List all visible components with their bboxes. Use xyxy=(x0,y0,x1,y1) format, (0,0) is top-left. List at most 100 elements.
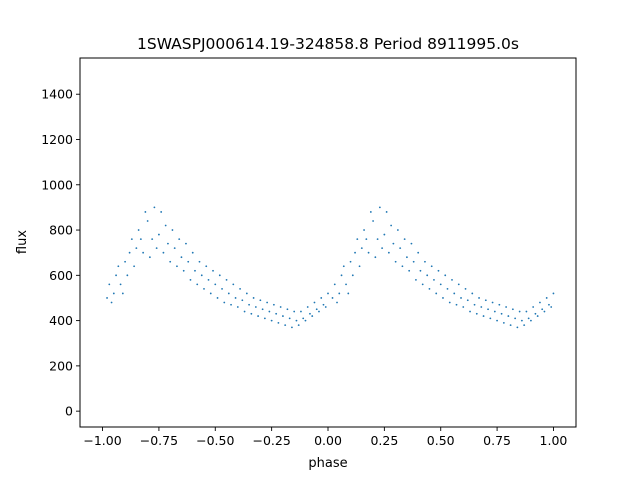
data-point xyxy=(160,211,163,213)
data-point xyxy=(331,297,334,299)
data-point xyxy=(496,319,498,322)
data-point xyxy=(478,297,480,299)
data-point xyxy=(502,321,505,324)
data-point xyxy=(169,260,172,263)
data-point xyxy=(106,297,108,299)
data-point xyxy=(464,288,467,290)
data-point xyxy=(385,211,388,213)
data-point xyxy=(119,283,122,286)
data-point xyxy=(552,292,555,295)
data-point xyxy=(270,319,273,322)
data-point xyxy=(462,306,465,308)
data-point xyxy=(300,310,302,313)
data-point xyxy=(327,292,329,295)
data-point xyxy=(306,306,309,308)
data-point xyxy=(437,269,440,272)
x-tick-label: 0.50 xyxy=(427,433,455,448)
data-point xyxy=(180,256,183,259)
y-axis-ticks: 0 200 400 600 800 1000 1200 1400 xyxy=(41,87,80,419)
data-point xyxy=(390,224,393,227)
data-point xyxy=(525,310,528,313)
data-point xyxy=(439,283,442,286)
data-point xyxy=(360,247,363,250)
data-point xyxy=(194,269,196,272)
data-point xyxy=(351,274,354,277)
data-point xyxy=(399,247,402,250)
data-point xyxy=(139,238,142,241)
data-point xyxy=(146,220,149,222)
data-point xyxy=(523,324,526,327)
data-point xyxy=(315,308,318,311)
data-point xyxy=(209,292,212,295)
data-point xyxy=(527,317,530,320)
data-point xyxy=(403,238,406,241)
data-point xyxy=(259,299,262,302)
data-point xyxy=(435,292,438,295)
data-point xyxy=(277,321,280,324)
data-point xyxy=(345,283,347,286)
data-point xyxy=(257,315,260,317)
data-point xyxy=(516,326,519,329)
data-point xyxy=(424,260,426,263)
data-point xyxy=(369,211,372,213)
data-point xyxy=(408,269,411,272)
data-point xyxy=(254,306,257,308)
data-point xyxy=(419,269,422,272)
data-point xyxy=(396,229,399,231)
data-point xyxy=(471,292,474,295)
data-point xyxy=(151,238,154,241)
data-point xyxy=(498,303,501,306)
data-point xyxy=(309,312,311,315)
data-point xyxy=(234,297,237,299)
data-point xyxy=(480,306,483,308)
data-point xyxy=(500,312,503,315)
data-point xyxy=(236,306,239,308)
data-point xyxy=(336,301,338,304)
data-point xyxy=(347,292,350,295)
data-point xyxy=(241,299,244,302)
data-point xyxy=(453,292,456,295)
data-point xyxy=(428,288,431,290)
data-point xyxy=(110,301,113,304)
data-point xyxy=(250,312,253,315)
data-point xyxy=(457,283,460,286)
data-point xyxy=(505,306,508,308)
x-axis-label: phase xyxy=(308,456,347,471)
data-point xyxy=(401,265,404,268)
data-point xyxy=(455,303,458,306)
data-point xyxy=(383,233,386,236)
data-points xyxy=(106,206,555,329)
data-point xyxy=(171,229,174,231)
data-point xyxy=(214,283,217,286)
y-tick-label: 1400 xyxy=(41,87,73,102)
data-point xyxy=(311,315,314,317)
data-point xyxy=(218,274,221,277)
data-point xyxy=(410,242,413,245)
data-point xyxy=(550,306,553,308)
x-tick-label: −0.25 xyxy=(252,433,290,448)
data-point xyxy=(155,247,158,250)
data-point xyxy=(365,238,368,241)
data-point xyxy=(182,269,185,272)
data-point xyxy=(268,310,271,313)
data-point xyxy=(518,310,521,313)
x-tick-label: −1.00 xyxy=(83,433,121,448)
data-point xyxy=(507,315,510,317)
x-axis-ticks: −1.00 −0.75 −0.50 −0.25 0.00 0.25 0.50 0.75 1.00 xyxy=(83,427,567,448)
data-point xyxy=(263,317,266,320)
data-point xyxy=(203,288,205,290)
data-point xyxy=(275,312,278,315)
x-tick-label: −0.75 xyxy=(140,433,178,448)
data-point xyxy=(205,265,208,268)
data-point xyxy=(475,312,478,315)
data-point xyxy=(354,251,356,254)
data-point xyxy=(358,265,361,268)
data-point xyxy=(520,319,523,322)
data-point xyxy=(412,260,415,263)
data-point xyxy=(178,238,181,241)
data-point xyxy=(421,283,424,286)
data-point xyxy=(466,299,469,302)
data-point xyxy=(394,260,397,263)
data-point xyxy=(176,265,178,268)
data-point xyxy=(128,251,131,254)
